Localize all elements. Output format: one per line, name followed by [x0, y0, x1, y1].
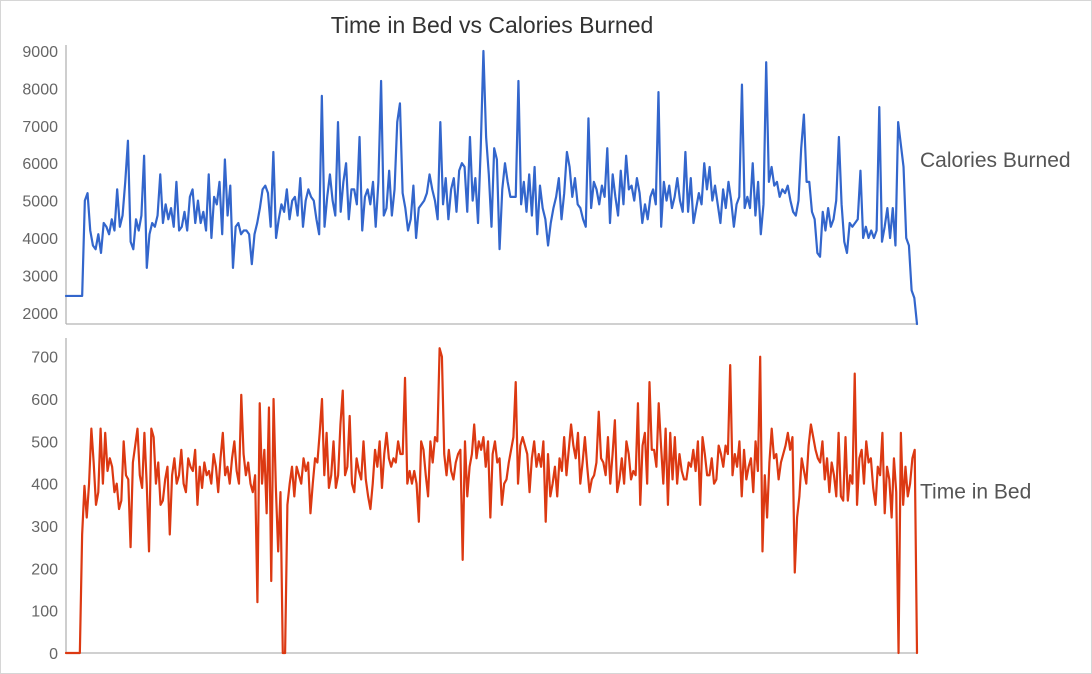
y-tick-label: 0: [49, 646, 58, 663]
y-tick-label: 400: [31, 477, 58, 494]
series-label-time-in-bed: Time in Bed: [920, 481, 1031, 504]
y-tick-label: 8000: [22, 81, 58, 98]
panel-calories: 2000 3000 4000 5000 6000 7000 8000 9000 Calories…: [22, 44, 1071, 326]
y-tick-label: 700: [31, 350, 58, 367]
panel-time-in-bed: 0 100 200 300 400 500 600 700 Time in Bed: [31, 338, 1031, 663]
y-tick-label: 2000: [22, 306, 58, 323]
y-tick-label: 100: [31, 604, 58, 621]
y-tick-label: 6000: [22, 156, 58, 173]
y-tick-label: 7000: [22, 119, 58, 136]
y-tick-label: 200: [31, 561, 58, 578]
series-line-calories: [64, 49, 919, 326]
y-tick-label: 4000: [22, 231, 58, 248]
y-tick-label: 500: [31, 434, 58, 451]
y-tick-label: 3000: [22, 268, 58, 285]
series-line-time-in-bed: [64, 347, 919, 655]
chart-panels: 20003000400050006000700080009000Calories…: [22, 44, 1070, 663]
y-tick-label: 300: [31, 519, 58, 536]
chart-title: Time in Bed vs Calories Burned: [331, 12, 654, 38]
y-tick-label: 600: [31, 392, 58, 409]
series-label-calories: Calories Burned: [920, 149, 1071, 172]
y-tick-label: 9000: [22, 44, 58, 61]
y-tick-label: 5000: [22, 194, 58, 211]
